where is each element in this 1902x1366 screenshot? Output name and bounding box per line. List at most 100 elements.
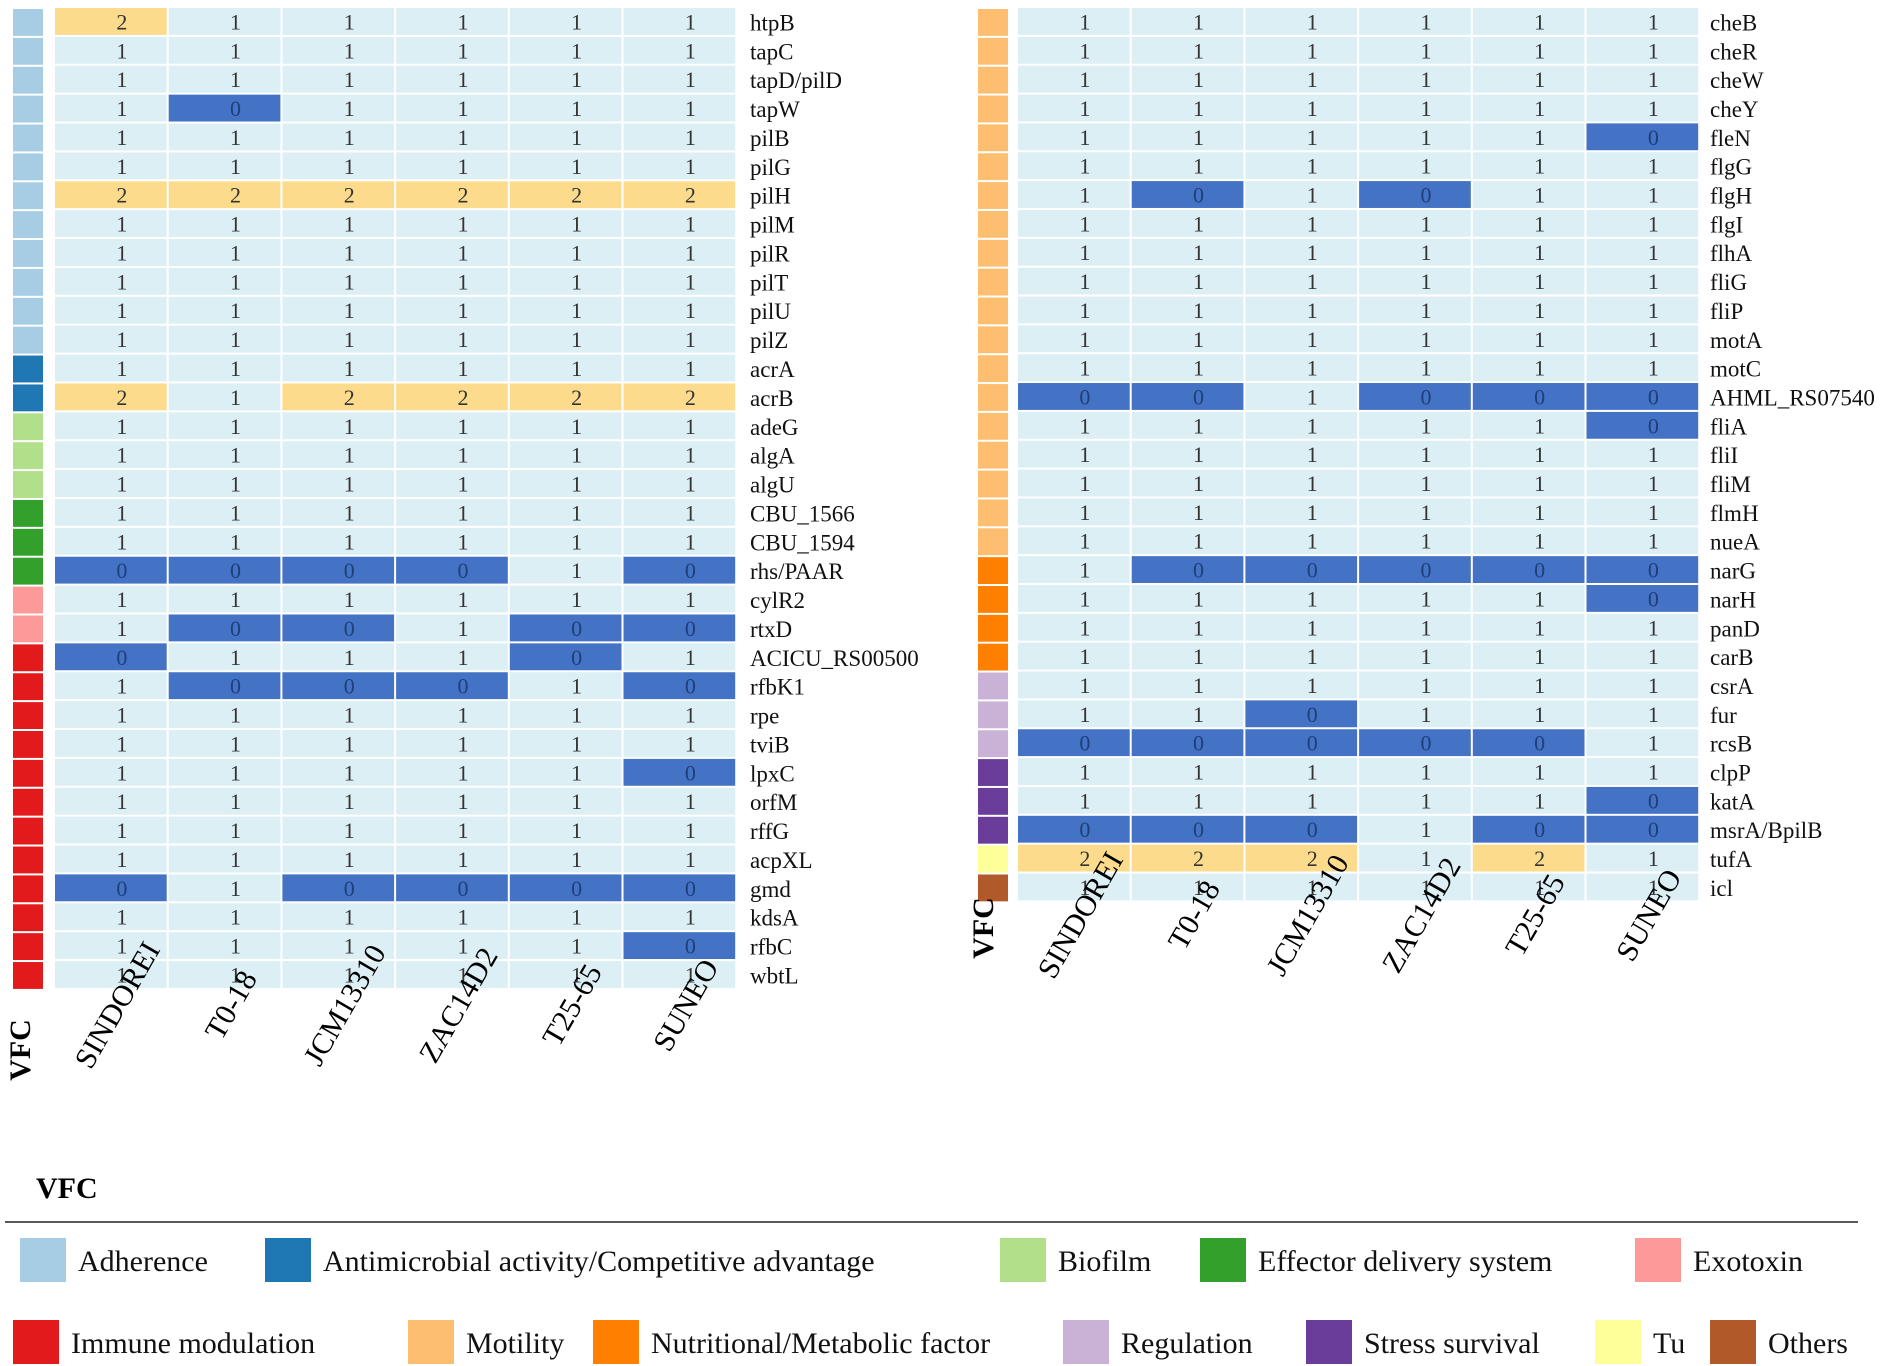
heatmap-cell xyxy=(1472,123,1585,151)
gene-label: katA xyxy=(1710,789,1755,814)
cell-value-label: 1 xyxy=(1193,240,1204,265)
cell-value-label: 1 xyxy=(1079,673,1090,698)
heatmap-cell xyxy=(282,787,395,815)
cell-value-label: 1 xyxy=(344,500,355,525)
heatmap-cell xyxy=(623,498,736,526)
heatmap-cell xyxy=(509,267,622,295)
cell-value-label: 1 xyxy=(230,9,241,34)
gene-label: flgH xyxy=(1710,184,1752,209)
cell-value-label: 1 xyxy=(457,616,468,641)
heatmap-cell xyxy=(396,267,508,295)
heatmap-cell xyxy=(1359,873,1471,901)
legend-label: Stress survival xyxy=(1364,1327,1540,1360)
cell-value-label: 1 xyxy=(1648,211,1659,236)
cell-value-label: 0 xyxy=(1193,558,1204,583)
heatmap-cell xyxy=(1245,238,1358,266)
cell-value-label: 1 xyxy=(685,847,696,872)
heatmap-cell xyxy=(1018,758,1130,785)
legend-label: Motility xyxy=(466,1327,564,1360)
heatmap-cell xyxy=(1131,152,1244,180)
legend: Adherence Antimicrobial activity/Competit… xyxy=(13,1238,1848,1364)
heatmap-cell xyxy=(623,730,736,757)
heatmap-cell xyxy=(509,730,622,757)
cell-value-label: 1 xyxy=(230,443,241,468)
cell-value-label: 1 xyxy=(1307,269,1318,294)
vfc-category-cell xyxy=(978,182,1008,209)
heatmap-cell xyxy=(282,643,395,671)
heatmap-cell xyxy=(1472,556,1585,583)
vfc-category-cell xyxy=(13,759,43,787)
heatmap-cell xyxy=(509,123,622,151)
heatmap-cell xyxy=(1245,209,1358,237)
heatmap-cell xyxy=(1245,613,1358,641)
cell-value-label: 1 xyxy=(685,731,696,756)
heatmap-cell xyxy=(396,932,508,960)
cell-value-label: 1 xyxy=(344,645,355,670)
cell-value-label: 1 xyxy=(116,240,127,265)
legend-label: Biofilm xyxy=(1058,1245,1151,1278)
cell-value-label: 1 xyxy=(685,38,696,63)
heatmap-cell xyxy=(1245,527,1358,555)
cell-value-label: 1 xyxy=(1534,875,1545,900)
heatmap-cell xyxy=(1472,325,1585,353)
cell-value-label: 1 xyxy=(1648,67,1659,92)
heatmap-cell xyxy=(623,412,736,440)
heatmap-cell xyxy=(1018,642,1130,670)
cell-value-label: 0 xyxy=(1648,817,1659,842)
cell-value-label: 2 xyxy=(230,183,241,208)
heatmap-cell xyxy=(509,470,622,497)
heatmap-cell xyxy=(1245,94,1358,122)
gene-label: tufA xyxy=(1710,847,1753,872)
cell-value-label: 1 xyxy=(1420,702,1431,727)
heatmap-cell xyxy=(1586,642,1699,670)
heatmap-cell xyxy=(509,498,622,526)
heatmap-cell xyxy=(396,441,508,469)
vfc-category-cell xyxy=(13,557,43,585)
cell-value-label: 1 xyxy=(1534,211,1545,236)
vfc-category-cell xyxy=(978,384,1008,411)
heatmap-cell xyxy=(623,758,736,786)
cell-value-label: 2 xyxy=(1307,846,1318,871)
cell-value-label: 1 xyxy=(344,905,355,930)
heatmap-cell xyxy=(1131,65,1244,93)
heatmap-cell xyxy=(282,527,395,555)
gene-label: algA xyxy=(750,444,795,469)
cell-value-label: 1 xyxy=(1079,96,1090,121)
heatmap-cell xyxy=(1131,411,1244,439)
cell-value-label: 1 xyxy=(1534,529,1545,554)
heatmap-cell xyxy=(55,239,167,266)
vfc-category-cell xyxy=(13,124,43,152)
cell-value-label: 1 xyxy=(1079,788,1090,813)
cell-value-label: 1 xyxy=(1307,471,1318,496)
cell-value-label: 2 xyxy=(685,183,696,208)
heatmap-cell xyxy=(1018,556,1130,583)
heatmap-cell xyxy=(509,614,622,642)
cell-value-label: 0 xyxy=(1534,558,1545,583)
vfc-category-cell xyxy=(13,384,43,412)
gene-label: pilT xyxy=(750,270,788,295)
heatmap-cell xyxy=(1586,152,1699,180)
heatmap-cell xyxy=(282,354,395,382)
gene-label: clpP xyxy=(1710,761,1751,786)
heatmap-cell xyxy=(509,152,622,180)
cell-value-label: 2 xyxy=(116,9,127,34)
cell-value-label: 1 xyxy=(344,154,355,179)
cell-value-label: 1 xyxy=(571,240,582,265)
heatmap-cell xyxy=(1131,844,1244,872)
vfc-category-cell xyxy=(13,326,43,354)
cell-value-label: 1 xyxy=(571,443,582,468)
cell-value-label: 1 xyxy=(116,443,127,468)
cell-value-label: 1 xyxy=(1307,500,1318,525)
cell-value-label: 0 xyxy=(457,674,468,699)
heatmap-cell xyxy=(282,239,395,266)
heatmap-cell xyxy=(168,672,281,700)
gene-label: rhs/PAAR xyxy=(750,559,844,584)
cell-value-label: 1 xyxy=(457,645,468,670)
heatmap-cell xyxy=(55,816,167,844)
cell-value-label: 1 xyxy=(344,703,355,728)
cell-value-label: 2 xyxy=(457,183,468,208)
vfc-category-cell xyxy=(13,413,43,441)
heatmap-cell xyxy=(1586,181,1699,208)
cell-value-label: 1 xyxy=(571,905,582,930)
heatmap-cell xyxy=(1359,8,1471,35)
